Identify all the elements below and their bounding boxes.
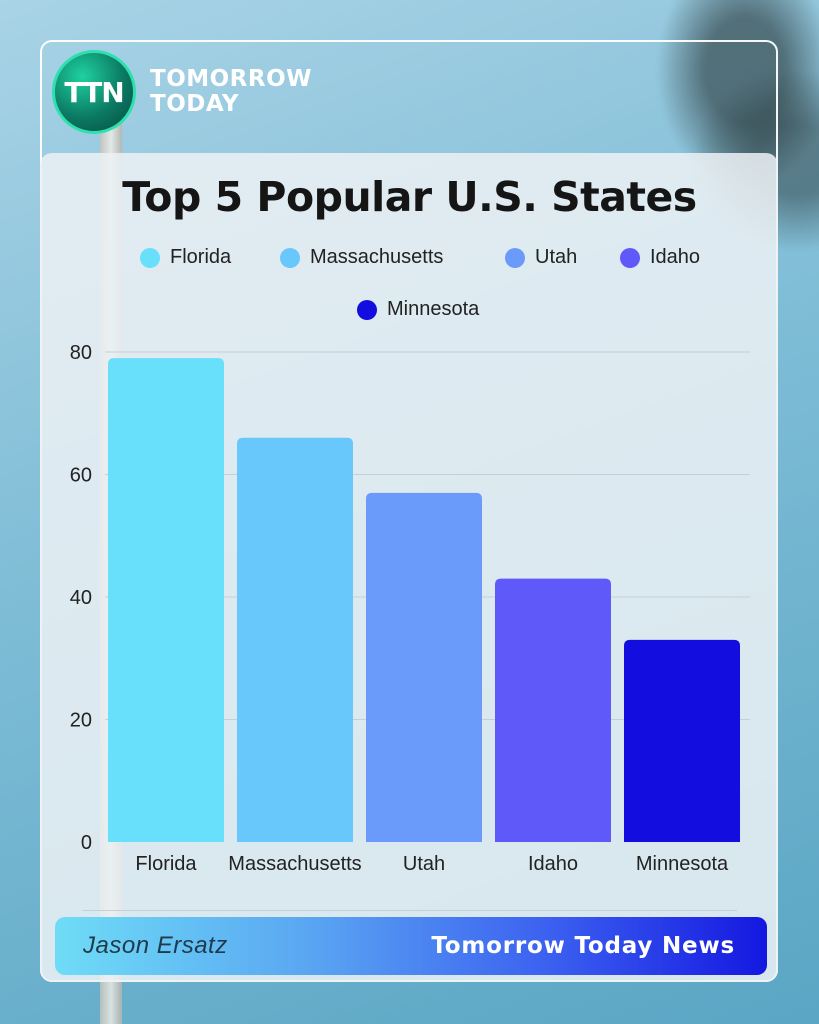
y-tick-label: 20 — [70, 710, 92, 732]
footer-divider — [82, 910, 737, 911]
legend-swatch — [505, 247, 525, 268]
legend-label: Idaho — [650, 246, 701, 268]
y-tick-label: 60 — [70, 465, 92, 487]
logo-text: TTN — [64, 75, 124, 109]
brand-header: TTN TOMORROW TODAY — [52, 50, 312, 134]
outlet-name: Tomorrow Today News — [431, 933, 735, 959]
bar-florida — [108, 358, 224, 842]
legend-item-minnesota: Minnesota — [357, 298, 479, 321]
legend-label: Florida — [170, 246, 232, 268]
bar-idaho — [495, 578, 611, 842]
legend-swatch — [357, 299, 377, 320]
bar-minnesota — [624, 639, 740, 842]
ttn-logo: TTN — [52, 50, 136, 134]
chart-title: Top 5 Popular U.S. States — [122, 173, 697, 221]
legend-item-utah: Utah — [505, 246, 577, 269]
legend-item-massachusetts: Massachusetts — [280, 246, 443, 269]
legend-swatch — [620, 247, 640, 268]
brand-name-line1: TOMORROW — [150, 66, 313, 92]
x-tick-label: Idaho — [528, 853, 578, 875]
brand-name-line2: TODAY — [150, 91, 240, 117]
x-tick-label: Massachusetts — [228, 853, 361, 875]
legend-swatch — [140, 247, 160, 268]
legend-item-florida: Florida — [140, 246, 231, 269]
x-tick-label: Minnesota — [636, 853, 729, 875]
bar-massachusetts — [237, 437, 353, 842]
x-tick-label: Utah — [403, 853, 445, 875]
author-name: Jason Ersatz — [83, 932, 228, 959]
x-tick-label: Florida — [135, 853, 197, 875]
bar-utah — [366, 492, 482, 842]
y-tick-label: 0 — [81, 832, 92, 854]
legend-label: Minnesota — [387, 298, 480, 320]
footer-banner: Jason Ersatz Tomorrow Today News — [55, 917, 767, 975]
y-tick-label: 80 — [70, 342, 92, 364]
brand-name: TOMORROW TODAY — [150, 67, 312, 117]
y-tick-label: 40 — [70, 587, 92, 609]
legend-label: Utah — [535, 246, 578, 268]
legend-swatch — [280, 247, 300, 268]
chart-legend: Florida Massachusetts Utah Idaho Minnesota — [0, 246, 819, 346]
legend-label: Massachusetts — [310, 246, 444, 268]
legend-item-idaho: Idaho — [620, 246, 700, 269]
